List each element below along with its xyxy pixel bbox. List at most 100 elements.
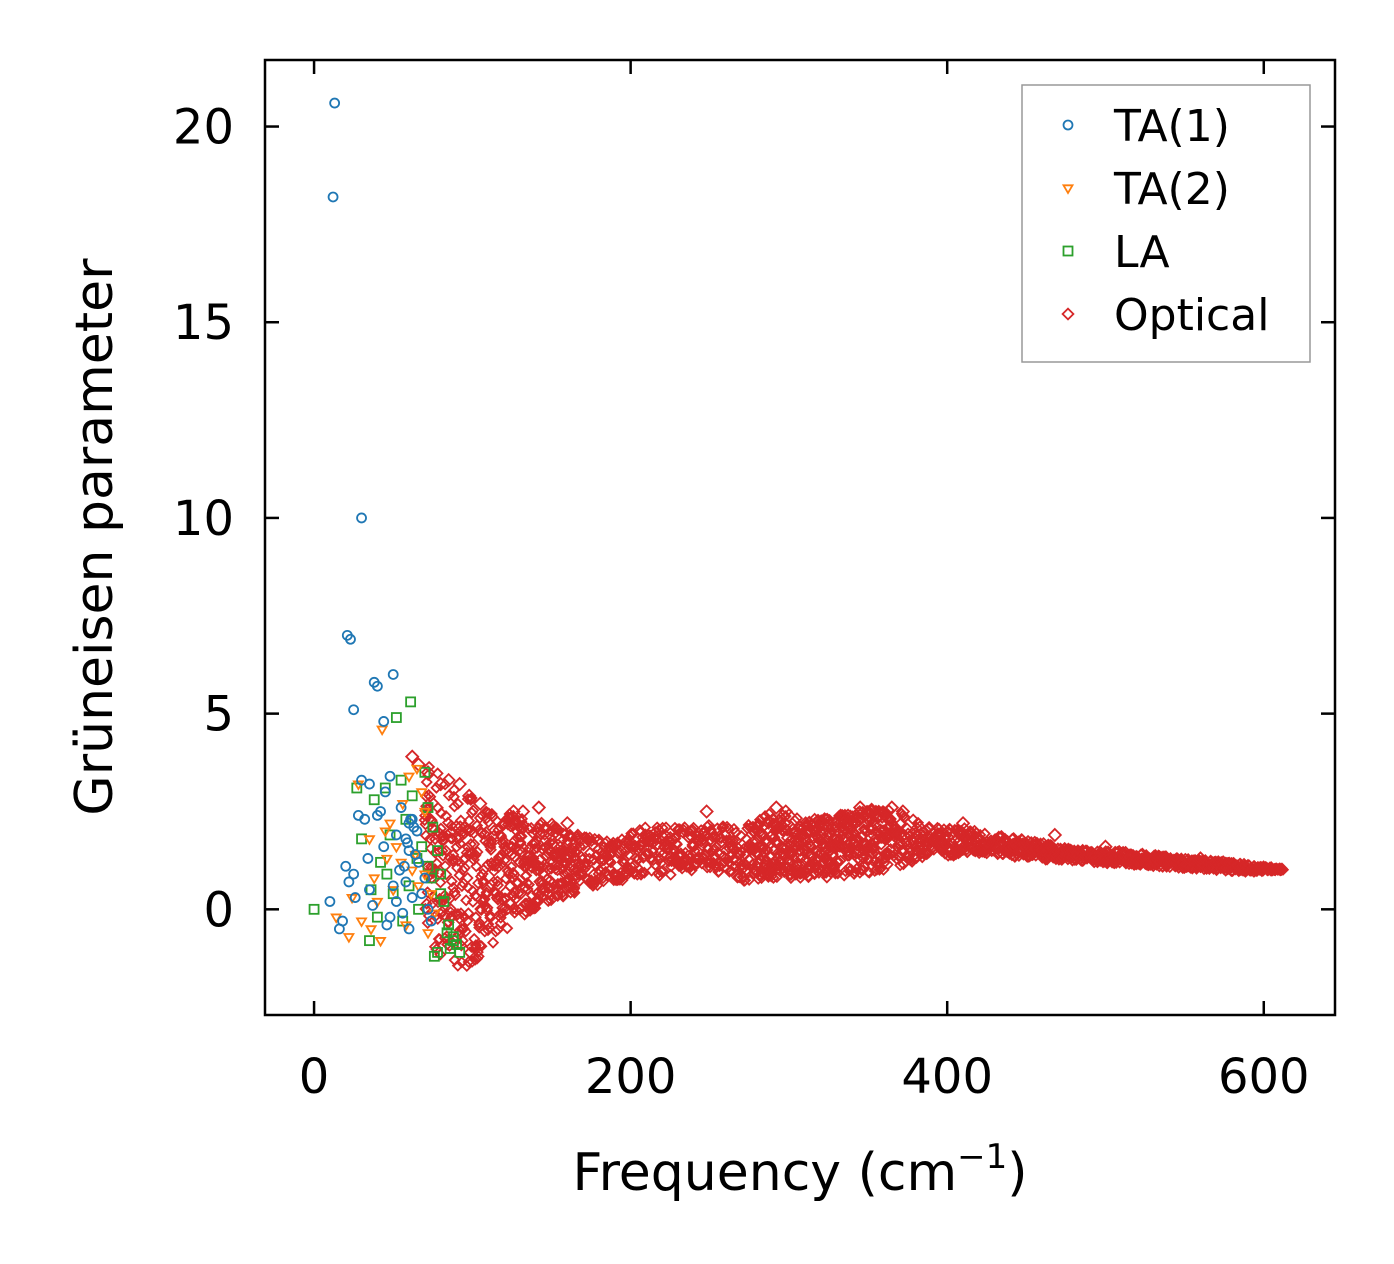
optical-point (451, 907, 465, 921)
x-tick-label: 200 (585, 1049, 677, 1105)
optical-point (757, 845, 770, 858)
optical-point (458, 861, 471, 874)
optical-point (1193, 851, 1208, 866)
optical-point (477, 877, 490, 890)
optical-point (771, 837, 784, 850)
optical-point (744, 843, 757, 857)
optical-point (452, 776, 467, 792)
optical-point (669, 832, 682, 845)
optical-point (475, 827, 488, 840)
ta2-point (364, 925, 378, 936)
optical-point (734, 829, 748, 842)
optical-point (529, 837, 542, 850)
optical-point (863, 804, 879, 819)
optical-point (536, 860, 549, 874)
optical-point (498, 854, 511, 867)
optical-point (859, 825, 872, 838)
optical-point (531, 892, 544, 905)
la-point (371, 911, 383, 923)
ta2-point (383, 819, 397, 830)
ta2-point (368, 874, 381, 885)
optical-point (448, 800, 461, 813)
optical-point (852, 800, 868, 815)
la-point (438, 896, 450, 907)
ta1-point (378, 841, 390, 853)
ta1-point (362, 853, 374, 864)
la-point (406, 790, 418, 802)
optical-point (884, 812, 897, 826)
optical-point (715, 831, 728, 845)
optical-point (434, 948, 447, 961)
optical-point (758, 835, 771, 848)
ta1-point (340, 860, 352, 872)
optical-point (501, 922, 514, 935)
ta1-point (419, 872, 431, 884)
ta2-point (355, 917, 368, 928)
ta1-point (409, 849, 421, 860)
optical-point (444, 902, 457, 916)
y-axis-label: Grüneisen parameter (65, 258, 125, 816)
optical-point (468, 838, 481, 851)
x-tick-label: 400 (901, 1049, 993, 1105)
optical-point (767, 871, 780, 884)
optical-point (839, 865, 852, 878)
optical-point (699, 804, 714, 819)
ta1-point (364, 884, 375, 896)
axes: 0 200 400 600 0 5 10 15 20 (173, 58, 1337, 1105)
optical-point (552, 824, 565, 837)
optical-point (444, 906, 457, 919)
x-axis-label-superscript: −1 (957, 1137, 1007, 1177)
legend: TA(1) TA(2) LA Optical (1021, 84, 1311, 363)
ta1-point (403, 923, 415, 935)
optical-point (494, 917, 507, 930)
ta2-point (395, 858, 408, 870)
la-point (432, 845, 443, 857)
optical-point (829, 867, 842, 880)
optical-point (557, 890, 570, 903)
optical-point (560, 815, 575, 831)
optical-point (656, 864, 669, 877)
ta1-point (384, 911, 396, 923)
optical-point (451, 959, 464, 972)
optical-point (917, 847, 930, 860)
ta1-point (327, 191, 339, 203)
optical-point (656, 821, 669, 834)
optical-point (470, 860, 483, 873)
legend-box (1021, 84, 1311, 363)
ta2-point (409, 850, 422, 862)
optical-point (431, 896, 445, 909)
optical-point (632, 852, 645, 865)
optical-point (484, 843, 498, 856)
la-point (381, 868, 393, 880)
optical-point (515, 830, 528, 843)
optical-point (579, 861, 592, 874)
optical-point (727, 822, 741, 836)
optical-point (684, 824, 697, 837)
optical-point (538, 822, 551, 835)
ta2-point (390, 843, 403, 854)
optical-point (430, 781, 443, 794)
y-tick-label: 0 (203, 882, 234, 938)
optical-point (659, 821, 673, 834)
optical-point (723, 865, 736, 878)
la-point (447, 931, 459, 943)
ta1-point (390, 829, 402, 841)
optical-point (743, 873, 756, 886)
optical-point (881, 858, 894, 871)
ta1-point (329, 97, 341, 109)
optical-point (781, 824, 794, 837)
optical-point (437, 830, 450, 843)
la-point (395, 774, 407, 786)
ta1-point (356, 512, 367, 524)
optical-point (477, 874, 490, 887)
la-point (364, 935, 375, 947)
optical-point (448, 886, 461, 899)
optical-point (513, 830, 527, 843)
axes-frame (263, 58, 1337, 1017)
ta2-point (387, 886, 400, 897)
x-tick-label: 600 (1218, 1049, 1310, 1105)
optical-point (495, 830, 508, 844)
optical-point (847, 826, 860, 839)
optical-point (739, 874, 752, 887)
ta2-point (374, 937, 387, 948)
